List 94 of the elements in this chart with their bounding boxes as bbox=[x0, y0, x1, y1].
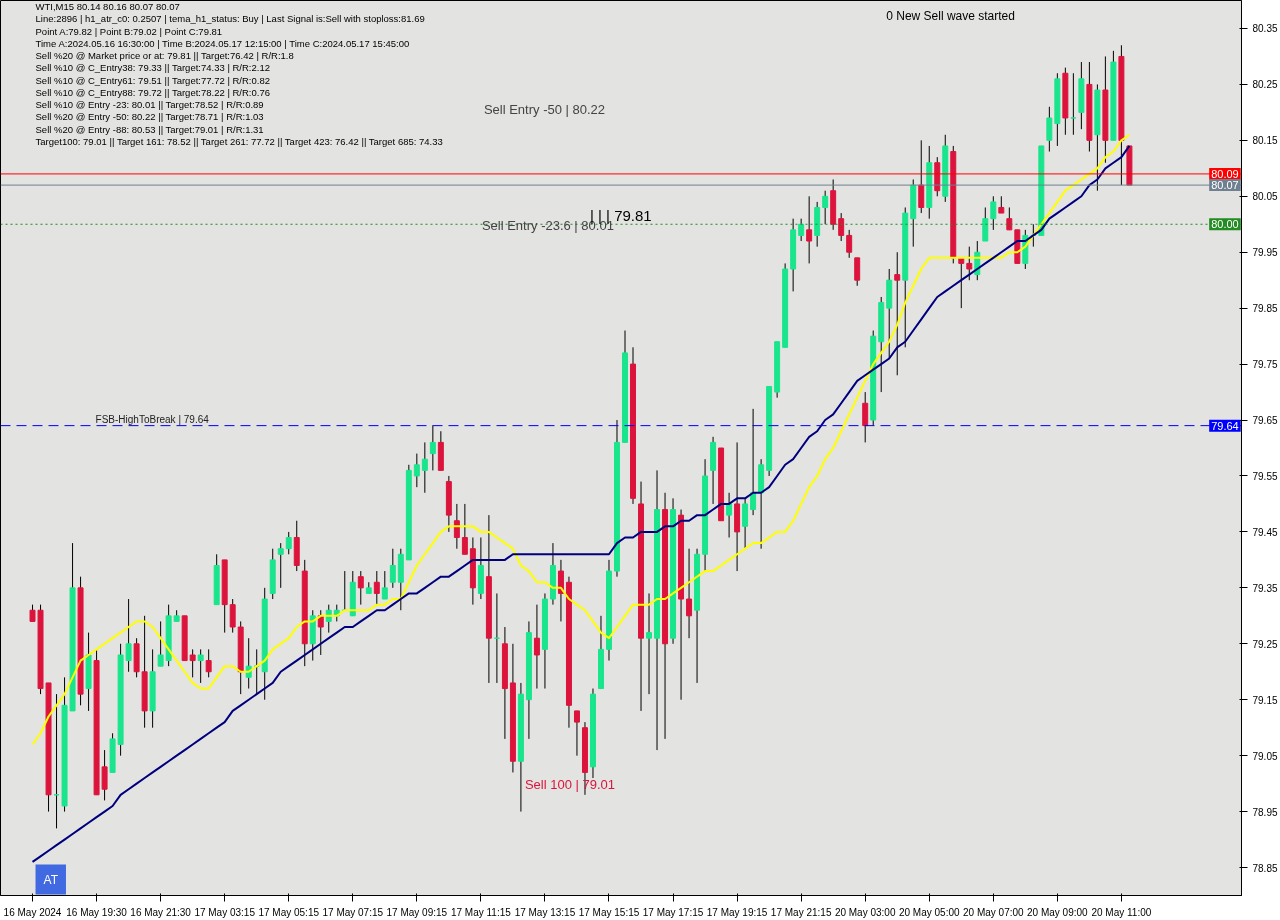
candlestick bbox=[990, 195, 997, 231]
x-tick-label: 17 May 07:15 bbox=[322, 906, 384, 918]
x-tick-label: 17 May 03:15 bbox=[194, 906, 256, 918]
y-tick-label: 79.15 bbox=[1252, 694, 1278, 706]
annotation: AT bbox=[43, 872, 59, 887]
annotation: Sell %20 @ Market price or at: 79.81 || Target:76.42 | R/R:1.8 bbox=[35, 50, 294, 62]
candlestick bbox=[894, 251, 901, 376]
y-tick-label: 78.85 bbox=[1252, 862, 1278, 874]
candlestick bbox=[453, 503, 460, 550]
candlestick bbox=[1046, 106, 1053, 153]
y-tick-label: 79.75 bbox=[1252, 359, 1278, 371]
x-tick-label: 17 May 11:15 bbox=[450, 906, 512, 918]
annotation: Sell %10 @ C_Entry61: 79.51 || Target:77.72 | R/R:0.82 bbox=[35, 74, 270, 86]
x-tick-label: 20 May 09:00 bbox=[1027, 906, 1089, 918]
y-tick-label: 79.05 bbox=[1252, 750, 1278, 762]
candlestick bbox=[846, 229, 853, 259]
x-tick-label: 17 May 17:15 bbox=[642, 906, 704, 918]
x-tick-label: 20 May 05:00 bbox=[898, 906, 960, 918]
candlestick bbox=[205, 648, 212, 678]
candlestick bbox=[381, 570, 388, 600]
y-tick-label: 80.25 bbox=[1252, 79, 1278, 91]
candlestick bbox=[982, 206, 989, 242]
candlestick bbox=[277, 542, 284, 589]
candlestick bbox=[157, 620, 164, 667]
candlestick bbox=[413, 453, 420, 488]
x-tick-label: 17 May 21:15 bbox=[770, 906, 832, 918]
candlestick bbox=[726, 492, 733, 538]
x-tick-label: 17 May 05:15 bbox=[258, 906, 320, 918]
x-tick-label: 16 May 21:30 bbox=[130, 906, 192, 918]
annotation: Sell %20 @ Entry -50: 80.22 || Target:78.71 | R/R:1.03 bbox=[35, 111, 264, 123]
candlestick bbox=[750, 408, 757, 516]
candlestick bbox=[918, 139, 925, 214]
candlestick bbox=[806, 195, 813, 264]
candlestick bbox=[357, 570, 364, 606]
candlestick bbox=[966, 246, 973, 281]
line-series bbox=[31, 133, 1131, 746]
x-tick-label: 20 May 07:00 bbox=[963, 906, 1025, 918]
x-tick-label: 20 May 11:00 bbox=[1091, 906, 1152, 918]
annotation: Sell %20 @ Entry -88: 80.53 || Target:79.01 | R/R:1.31 bbox=[35, 123, 264, 135]
candlestick bbox=[822, 190, 829, 225]
ref-line-label: 80.00 bbox=[1211, 218, 1239, 231]
annotation: Sell %10 @ C_Entry88: 79.72 || Target:78.22 | R/R:0.76 bbox=[35, 86, 270, 98]
ref-line-label: 80.07 bbox=[1211, 179, 1239, 192]
x-tick-label: 16 May 19:30 bbox=[66, 906, 128, 918]
annotation: Line:2896 | h1_atr_c0: 0.2507 | tema_h1_status: Buy | Last Signal is:Sell with stoploss:81.69 bbox=[35, 13, 425, 25]
candlestick bbox=[197, 648, 204, 684]
x-tick-label: 17 May 09:15 bbox=[386, 906, 448, 918]
candlestick bbox=[838, 212, 845, 242]
candlestick bbox=[373, 570, 380, 606]
candlestick bbox=[854, 257, 861, 287]
annotation: 0 New Sell wave started bbox=[886, 9, 1015, 24]
y-tick-label: 79.45 bbox=[1252, 526, 1278, 538]
annotation: WTI,M15 80.14 80.16 80.07 80.07 bbox=[35, 0, 180, 12]
candlestick bbox=[533, 604, 540, 690]
candlestick bbox=[862, 391, 869, 443]
candlestick bbox=[1070, 72, 1077, 136]
candlestick bbox=[1006, 206, 1013, 231]
y-tick-label: 80.05 bbox=[1252, 191, 1278, 203]
y-tick-label: 79.25 bbox=[1252, 638, 1278, 650]
x-tick-label: 16 May 2024 bbox=[3, 906, 62, 918]
y-tick-label: 80.15 bbox=[1252, 135, 1278, 147]
y-tick-label: 79.65 bbox=[1252, 415, 1278, 427]
candlestick bbox=[285, 531, 292, 555]
ref-line-label: 79.64 bbox=[1211, 419, 1239, 432]
annotation: Time A:2024.05.16 16:30:00 | Time B:2024.05.17 12:15:00 | Time C:2024.05.17 15:45:00 bbox=[35, 37, 410, 49]
y-tick-label: 78.95 bbox=[1252, 806, 1278, 818]
candlestick bbox=[429, 425, 436, 471]
candlestick bbox=[189, 648, 196, 678]
candlestick bbox=[573, 710, 580, 757]
annotation: Sell %10 @ C_Entry38: 79.33 || Target:74.33 | R/R:2.12 bbox=[35, 62, 270, 74]
candlestick bbox=[798, 218, 805, 242]
y-tick-label: 80.35 bbox=[1252, 23, 1278, 35]
y-tick-label: 79.55 bbox=[1252, 470, 1278, 482]
annotation: FSB-HighToBreak | 79.64 bbox=[95, 414, 210, 426]
annotation: Target100: 79.01 || Target 161: 78.52 || Target 261: 77.72 || Target 423: 76.42 || Target 685: 74.33 bbox=[35, 135, 443, 147]
annotation: Point A:79.82 | Point B:79.02 | Point C:79.81 bbox=[35, 25, 223, 37]
ref-line-label: 80.09 bbox=[1211, 167, 1239, 180]
y-tick-label: 79.85 bbox=[1252, 303, 1278, 315]
candlestick bbox=[742, 497, 749, 550]
candlestick bbox=[686, 548, 693, 639]
x-tick-label: 20 May 03:00 bbox=[834, 906, 896, 918]
x-tick-label: 17 May 19:15 bbox=[706, 906, 768, 918]
x-tick-label: 17 May 15:15 bbox=[578, 906, 640, 918]
candlestick bbox=[461, 503, 468, 555]
candlestick bbox=[421, 441, 428, 494]
x-tick-label: 17 May 13:15 bbox=[514, 906, 576, 918]
y-tick-label: 79.35 bbox=[1252, 582, 1278, 594]
y-tick-label: 79.95 bbox=[1252, 247, 1278, 259]
candlestick bbox=[389, 548, 396, 589]
candlestick bbox=[646, 592, 652, 695]
candlestick bbox=[229, 598, 236, 634]
annotation: Sell %10 @ Entry -23: 80.01 || Target:78.52 | R/R:0.89 bbox=[35, 99, 264, 111]
candlestick bbox=[557, 559, 564, 622]
annotation: Sell Entry -50 | 80.22 bbox=[483, 101, 606, 117]
